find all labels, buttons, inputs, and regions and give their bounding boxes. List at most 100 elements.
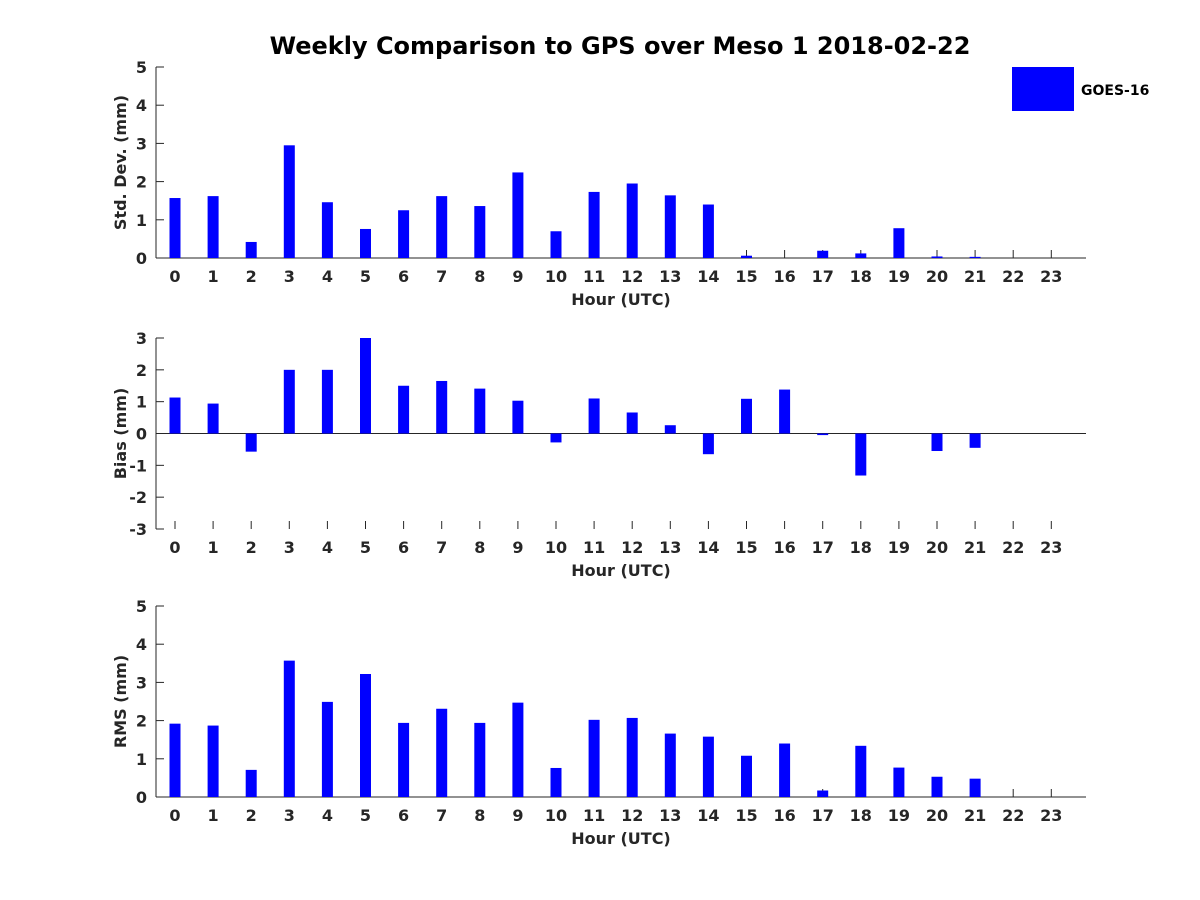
x-tick-label: 23 bbox=[1040, 806, 1062, 825]
bar-hour-12 bbox=[626, 412, 638, 434]
bar-hour-21 bbox=[969, 256, 981, 258]
x-tick-label: 20 bbox=[926, 267, 948, 286]
bar-hour-10 bbox=[550, 767, 562, 797]
x-tick-label: 18 bbox=[850, 806, 872, 825]
y-tick-label: 5 bbox=[136, 58, 147, 77]
bar-hour-0 bbox=[169, 198, 181, 258]
x-tick-label: 1 bbox=[208, 538, 219, 557]
x-tick-label: 17 bbox=[812, 267, 834, 286]
bar-hour-5 bbox=[360, 338, 371, 434]
x-tick-label: 8 bbox=[474, 806, 485, 825]
bar-hour-7 bbox=[436, 708, 448, 797]
x-tick-label: 16 bbox=[773, 267, 795, 286]
x-tick-label: 5 bbox=[360, 267, 371, 286]
x-tick-label: 3 bbox=[284, 806, 295, 825]
y-tick-label: -2 bbox=[129, 488, 147, 507]
bar-hour-2 bbox=[245, 769, 257, 797]
x-tick-label: 23 bbox=[1040, 538, 1062, 557]
x-tick-label: 22 bbox=[1002, 806, 1024, 825]
y-tick-label: 1 bbox=[136, 750, 147, 769]
bar-hour-14 bbox=[702, 736, 714, 797]
x-tick-label: 16 bbox=[773, 538, 795, 557]
bar-hour-18 bbox=[855, 433, 867, 476]
x-tick-label: 18 bbox=[850, 267, 872, 286]
x-tick-label: 12 bbox=[621, 806, 643, 825]
x-tick-label: 5 bbox=[360, 806, 371, 825]
legend-label-goes16: GOES-16 bbox=[1081, 83, 1149, 99]
x-tick-label: 8 bbox=[474, 267, 485, 286]
x-tick-label: 4 bbox=[322, 806, 333, 825]
x-tick-label: 13 bbox=[659, 267, 681, 286]
legend: GOES-16 bbox=[1012, 67, 1149, 111]
x-tick-label: 2 bbox=[246, 267, 257, 286]
y-axis-label: Std. Dev. (mm) bbox=[111, 95, 130, 230]
bar-hour-17 bbox=[817, 790, 829, 797]
bar-hour-15 bbox=[741, 755, 752, 797]
x-tick-label: 20 bbox=[926, 806, 948, 825]
x-tick-label: 12 bbox=[621, 267, 643, 286]
bar-hour-18 bbox=[855, 253, 867, 258]
bar-hour-3 bbox=[283, 660, 295, 797]
bar-hour-3 bbox=[283, 145, 295, 258]
bar-hour-7 bbox=[436, 196, 448, 258]
y-tick-label: 4 bbox=[136, 635, 147, 654]
bar-hour-20 bbox=[931, 433, 943, 452]
x-tick-label: 4 bbox=[322, 267, 333, 286]
bar-hour-17 bbox=[817, 433, 829, 436]
bar-hour-3 bbox=[283, 369, 295, 434]
x-tick-label: 19 bbox=[888, 267, 910, 286]
y-tick-label: 3 bbox=[136, 134, 147, 153]
x-tick-label: 5 bbox=[360, 538, 371, 557]
x-tick-label: 11 bbox=[583, 267, 605, 286]
bar-hour-20 bbox=[931, 776, 943, 797]
x-tick-label: 8 bbox=[474, 538, 485, 557]
bar-hour-7 bbox=[436, 380, 448, 434]
bar-hour-18 bbox=[855, 745, 867, 797]
x-tick-label: 9 bbox=[512, 806, 523, 825]
x-tick-label: 10 bbox=[545, 267, 567, 286]
x-tick-label: 11 bbox=[583, 806, 605, 825]
x-tick-label: 20 bbox=[926, 538, 948, 557]
bar-hour-0 bbox=[169, 723, 181, 797]
x-tick-label: 7 bbox=[436, 806, 447, 825]
bar-hour-20 bbox=[931, 256, 943, 258]
y-tick-label: -1 bbox=[129, 456, 147, 475]
x-tick-label: 13 bbox=[659, 806, 681, 825]
bar-hour-12 bbox=[626, 717, 638, 797]
x-tick-label: 17 bbox=[812, 538, 834, 557]
bar-hour-1 bbox=[207, 725, 219, 797]
bar-hour-5 bbox=[360, 673, 371, 797]
y-tick-label: 4 bbox=[136, 96, 147, 115]
bar-hour-2 bbox=[245, 241, 257, 258]
bar-hour-10 bbox=[550, 231, 562, 258]
bar-hour-6 bbox=[398, 385, 410, 434]
x-tick-label: 17 bbox=[812, 806, 834, 825]
y-tick-label: 2 bbox=[136, 173, 147, 192]
bar-hour-8 bbox=[474, 388, 486, 434]
y-tick-label: 2 bbox=[136, 712, 147, 731]
x-tick-label: 21 bbox=[964, 267, 986, 286]
x-tick-label: 6 bbox=[398, 538, 409, 557]
x-tick-label: 9 bbox=[512, 538, 523, 557]
x-tick-label: 23 bbox=[1040, 267, 1062, 286]
bar-hour-14 bbox=[702, 433, 714, 455]
x-tick-label: 2 bbox=[246, 806, 257, 825]
bar-hour-12 bbox=[626, 183, 638, 258]
x-tick-label: 21 bbox=[964, 806, 986, 825]
bar-hour-10 bbox=[550, 433, 562, 443]
y-axis-label: Bias (mm) bbox=[111, 388, 130, 480]
y-axis-label: RMS (mm) bbox=[111, 655, 130, 748]
x-tick-label: 22 bbox=[1002, 267, 1024, 286]
bar-hour-16 bbox=[779, 743, 791, 797]
bar-hour-9 bbox=[512, 172, 524, 258]
x-tick-label: 15 bbox=[735, 806, 757, 825]
x-tick-label: 0 bbox=[169, 806, 180, 825]
bar-hour-1 bbox=[207, 196, 219, 258]
x-tick-label: 18 bbox=[850, 538, 872, 557]
x-tick-label: 9 bbox=[512, 267, 523, 286]
